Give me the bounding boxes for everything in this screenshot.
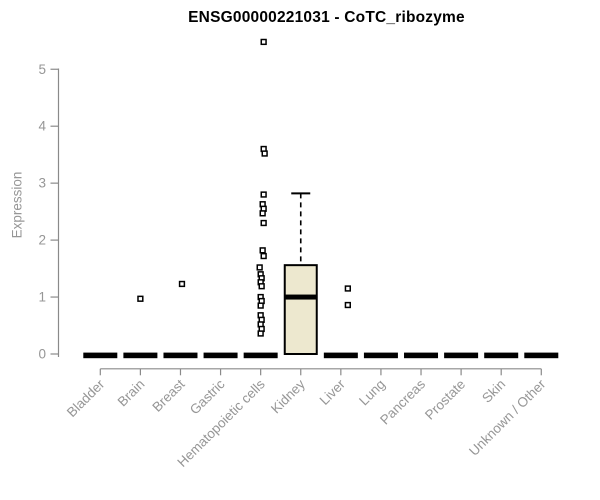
outlier-point [344,285,351,292]
outlier-point [260,219,267,227]
x-tick-label: Kidney [268,376,308,416]
outlier-point [258,283,265,290]
outlier-point [137,295,144,302]
y-tick-label: 0 [38,347,46,362]
outlier-point [260,191,267,198]
chart-title: ENSG00000221031 - CoTC_ribozyme [188,9,465,26]
collapsed-box [163,352,198,359]
outlier-point [260,38,267,46]
collapsed-box [363,352,398,359]
outlier-point [260,252,267,260]
outlier-point [256,264,263,271]
collapsed-box [203,352,238,359]
outlier-point [257,302,264,309]
x-tick-label: Breast [149,376,187,414]
x-tick-label: Liver [317,376,349,408]
y-tick-label: 3 [38,176,46,191]
x-tick-label: Bladder [64,376,108,420]
collapsed-box [444,352,479,359]
x-tick-label: Unknown / Other [466,376,549,459]
collapsed-box [83,352,118,359]
y-tick-label: 2 [38,233,46,248]
collapsed-box [524,352,559,359]
outlier-point [259,210,266,217]
outlier-point [259,247,266,254]
box [283,264,318,355]
outlier-point [344,301,351,309]
collapsed-box [123,352,158,359]
collapsed-box [404,352,439,359]
collapsed-box [323,352,358,359]
x-tick-label: Prostate [422,377,468,423]
y-tick-label: 5 [38,62,46,77]
outlier-point [257,330,264,337]
collapsed-box [484,352,519,359]
collapsed-box [243,352,278,359]
x-tick-label: Brain [115,377,148,410]
outlier-point [178,280,186,288]
outlier-point [261,150,268,157]
x-tick-label: Skin [479,377,508,406]
y-tick-label: 1 [38,290,46,305]
y-tick-label: 4 [38,119,46,134]
x-tick-label: Lung [356,377,388,409]
median-line [284,294,317,300]
